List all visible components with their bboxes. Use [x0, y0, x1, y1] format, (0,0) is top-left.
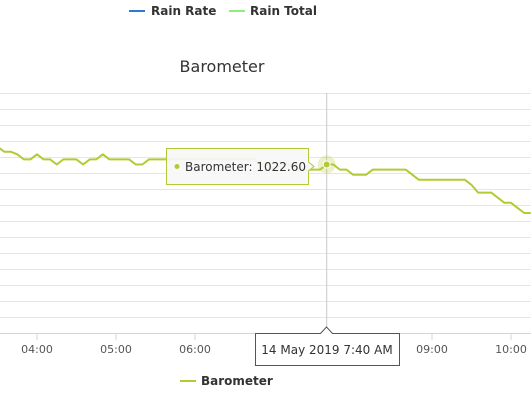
x-tick-label: 09:00	[416, 343, 448, 356]
barometer-legend-label: Barometer	[201, 374, 273, 388]
crosshair-label-box	[255, 326, 400, 366]
tooltip-text: Barometer: 1022.60	[185, 160, 306, 174]
x-tick-label: 10:00	[495, 343, 527, 356]
grid-lines	[0, 93, 531, 318]
legend-item-rain-rate[interactable]: Rain Rate	[129, 4, 216, 18]
tooltip: Barometer: 1022.60	[166, 148, 315, 185]
hover-point[interactable]	[322, 160, 331, 169]
legend-item-rain-total[interactable]: Rain Total	[229, 4, 317, 18]
rain-total-legend-label: Rain Total	[250, 4, 317, 18]
x-tick-label: 05:00	[100, 343, 132, 356]
x-tick-label: 04:00	[21, 343, 53, 356]
tooltip-box	[166, 148, 315, 185]
bottom-legend[interactable]: Barometer	[180, 374, 273, 388]
chart-title: Barometer	[180, 57, 265, 76]
x-tick-label: 06:00	[179, 343, 211, 356]
crosshair-label: 14 May 2019 7:40 AM	[255, 326, 400, 366]
tooltip-series-dot	[174, 164, 180, 169]
crosshair-label-text: 14 May 2019 7:40 AM	[261, 343, 392, 357]
hover-layer	[317, 155, 336, 174]
rain-rate-legend-label: Rain Rate	[151, 4, 216, 18]
top-legend: Rain Rate Rain Total	[129, 4, 317, 18]
